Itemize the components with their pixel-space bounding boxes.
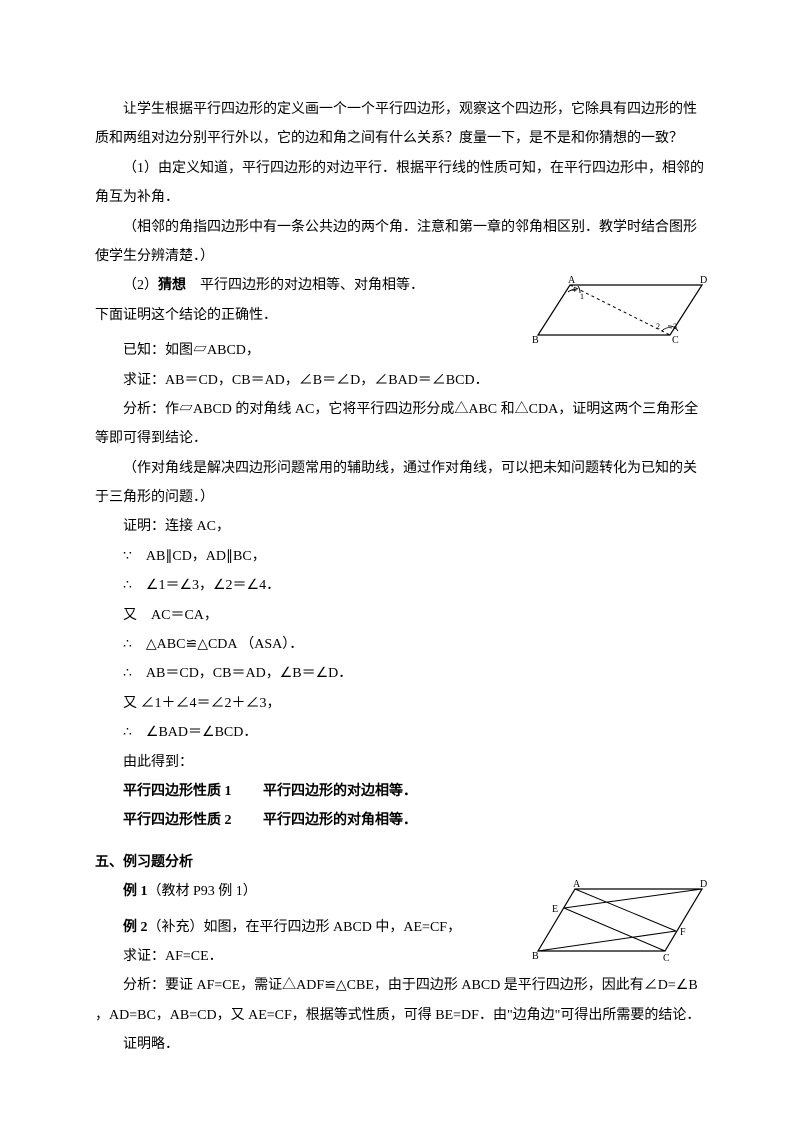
property-1-label: 平行四边形性质 1 <box>123 777 263 806</box>
proof-result: 由此得到： <box>95 748 710 777</box>
text-item-num: （2） <box>123 278 158 293</box>
example-2-proof: 证明略． <box>95 1030 710 1059</box>
label-d2: D <box>700 879 707 890</box>
example-2-label: 例 2 <box>123 920 148 935</box>
label-b: B <box>532 335 539 346</box>
text-guess-body: 平行四边形的对边相等、对角相等． <box>186 278 424 293</box>
proof-step: ∴ ∠BAD＝∠BCD． <box>95 718 710 747</box>
label-c2: C <box>663 953 670 964</box>
label-f: F <box>680 927 686 938</box>
proof-start: 证明：连接 AC， <box>95 512 710 541</box>
proof-step: ∴ △ABC≌△CDA （ASA）． <box>95 630 710 659</box>
proof-step: 又 AC＝CA， <box>95 601 710 630</box>
label-e: E <box>552 904 558 915</box>
label-2: 2 <box>656 322 660 331</box>
property-1-text: 平行四边形的对边相等． <box>263 784 417 799</box>
label-b2: B <box>532 951 539 962</box>
proof-step: ∴ ∠1＝∠3，∠2＝∠4． <box>95 571 710 600</box>
text-guess-label: 猜想 <box>158 278 186 293</box>
figure-parallelogram-ac: A D B C 1 4 2 3 <box>530 273 710 348</box>
section-5-heading: 五、例习题分析 <box>95 848 710 877</box>
example-1-ref: （教材 P93 例 1） <box>148 884 257 899</box>
label-4: 4 <box>572 285 576 294</box>
label-c: C <box>672 335 679 346</box>
paragraph-toprove: 求证：AB＝CD，CB＝AD，∠B＝∠D，∠BAD＝∠BCD． <box>95 366 710 395</box>
property-2-text: 平行四边形的对角相等． <box>263 813 417 828</box>
label-d: D <box>700 275 707 286</box>
proof-step: ∵ AB∥CD，AD∥BC， <box>95 542 710 571</box>
proof-step: ∴ AB＝CD，CB＝AD，∠B＝∠D． <box>95 659 710 688</box>
label-1: 1 <box>580 292 584 301</box>
property-2: 平行四边形性质 2平行四边形的对角相等． <box>95 806 710 835</box>
paragraph-aux-note: （作对角线是解决四边形问题常用的辅助线，通过作对角线，可以把未知问题转化为已知的… <box>95 454 710 513</box>
paragraph-analysis: 分析：作▱ABCD 的对角线 AC，它将平行四边形分成△ABC 和△CDA，证明… <box>95 395 710 454</box>
proof-step: 又 ∠1＋∠4＝∠2＋∠3， <box>95 689 710 718</box>
figure-parallelogram-ef: A D B C E F <box>530 879 710 964</box>
example-1-label: 例 1 <box>123 884 148 899</box>
paragraph-note: （相邻的角指四边形中有一条公共边的两个角．注意和第一章的邻角相区别．教学时结合图… <box>95 213 710 272</box>
paragraph-intro: 让学生根据平行四边形的定义画一个一个平行四边形，观察这个四边形，它除具有四边形的… <box>95 95 710 154</box>
paragraph-def: （1）由定义知道，平行四边形的对边平行．根据平行线的性质可知，在平行四边形中，相… <box>95 154 710 213</box>
property-1: 平行四边形性质 1平行四边形的对边相等． <box>95 777 710 806</box>
example-2-body: （补充）如图，在平行四边形 ABCD 中，AE=CF， <box>148 920 462 935</box>
property-2-label: 平行四边形性质 2 <box>123 806 263 835</box>
label-a2: A <box>573 879 581 890</box>
example-2-analysis: 分析：要证 AF=CE，需证△ADF≌△CBE，由于四边形 ABCD 是平行四边… <box>95 971 710 1030</box>
label-3: 3 <box>673 322 677 331</box>
